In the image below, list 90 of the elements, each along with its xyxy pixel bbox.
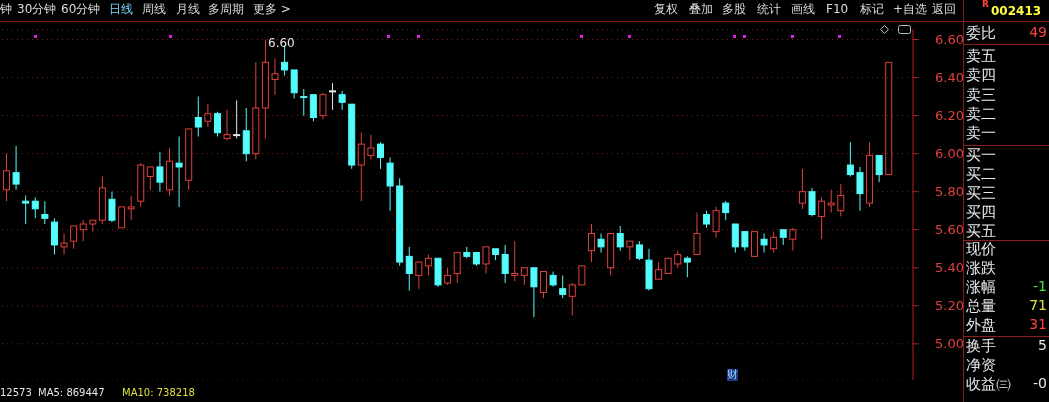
text: 叠加 xyxy=(689,2,713,17)
text: 返回 xyxy=(932,2,956,17)
text: 换手 xyxy=(966,336,996,355)
text: 12573 xyxy=(0,386,32,398)
candlestick xyxy=(175,136,183,208)
candlestick xyxy=(338,90,346,111)
candlestick xyxy=(645,248,653,292)
text: 卖四 xyxy=(966,65,996,84)
candlestick xyxy=(12,145,20,191)
candlestick xyxy=(156,151,164,193)
text: +自选 xyxy=(893,2,928,17)
y-tick-label: 5.20 xyxy=(935,298,964,314)
y-tick-label: 6.40 xyxy=(935,70,964,86)
text: 更多 > xyxy=(253,2,291,17)
candlestick xyxy=(808,187,816,217)
candlestick xyxy=(271,58,279,96)
text: 净资 xyxy=(966,355,996,374)
candlestick xyxy=(22,194,30,225)
candlestick xyxy=(261,39,269,139)
text: 画线 xyxy=(791,2,815,17)
candlestick xyxy=(683,255,691,278)
y-tick-label: 5.00 xyxy=(935,336,964,352)
text: -1 xyxy=(1033,278,1047,295)
candlestick xyxy=(127,194,135,221)
candlestick xyxy=(367,134,375,160)
text: 30分钟 xyxy=(17,2,57,17)
text: 复权 xyxy=(654,2,678,17)
candlestick xyxy=(818,196,826,240)
text: R xyxy=(982,0,989,10)
text: 31 xyxy=(1029,316,1047,333)
text: 日线 xyxy=(109,2,133,17)
text: 71 xyxy=(1029,297,1047,314)
candlestick xyxy=(357,132,365,202)
text: 涨幅 xyxy=(966,277,996,296)
candlestick xyxy=(587,223,595,263)
y-tick-label: 6.20 xyxy=(935,108,964,124)
candlestick xyxy=(760,233,768,254)
text: 标记 xyxy=(860,2,884,17)
annotation: 财 xyxy=(727,367,738,382)
candlestick xyxy=(108,191,116,223)
candlestick xyxy=(204,103,212,128)
text: 委比 xyxy=(966,23,996,42)
text: 收益㈢ xyxy=(966,374,1011,393)
text: 002413 xyxy=(991,4,1042,19)
text: 卖五 xyxy=(966,46,996,65)
candlestick xyxy=(856,166,864,212)
text: MA5: 869447 xyxy=(38,386,105,398)
text: 月线 xyxy=(176,2,200,17)
candlestick xyxy=(3,153,10,202)
candlestick xyxy=(223,109,231,141)
candlestick xyxy=(194,96,202,138)
text: 卖一 xyxy=(966,123,996,142)
text: 周线 xyxy=(142,2,166,17)
y-tick-label: 5.80 xyxy=(935,184,964,200)
annotation: 6.60 xyxy=(268,36,295,51)
candlestick xyxy=(549,271,557,288)
text: 买一 xyxy=(966,145,996,164)
text: 买五 xyxy=(966,221,996,240)
candlestick xyxy=(501,244,509,284)
text: 钟 xyxy=(0,2,12,17)
text: 卖三 xyxy=(966,85,996,104)
text: 总量 xyxy=(966,296,996,315)
text: 买二 xyxy=(966,164,996,183)
text: 多股 xyxy=(722,2,746,17)
text: 统计 xyxy=(757,2,781,17)
candlestick xyxy=(60,233,68,255)
text: 买四 xyxy=(966,202,996,221)
text: F10 xyxy=(826,2,849,17)
text: -0 xyxy=(1033,375,1047,392)
y-tick-label: 6.00 xyxy=(935,146,964,162)
candlestick xyxy=(386,156,394,212)
candlestick xyxy=(597,233,605,254)
text: 卖二 xyxy=(966,104,996,123)
text: 5 xyxy=(1038,337,1047,354)
candlestick xyxy=(712,206,720,238)
text: 买三 xyxy=(966,183,996,202)
text: MA10: 738218 xyxy=(122,386,195,398)
text: 现价 xyxy=(966,239,996,258)
text: 60分钟 xyxy=(61,2,101,17)
text: 涨跌 xyxy=(966,258,996,277)
text: 49 xyxy=(1029,24,1047,41)
candlestick xyxy=(41,200,49,225)
y-tick-label: 5.60 xyxy=(935,222,964,238)
text: 多周期 xyxy=(208,2,244,17)
y-tick-label: 5.40 xyxy=(935,260,964,276)
text: 外盘 xyxy=(966,315,996,334)
candlestick xyxy=(31,196,39,219)
candlestick xyxy=(405,246,413,292)
candlestick xyxy=(319,92,327,120)
y-tick-label: 6.60 xyxy=(935,32,964,48)
